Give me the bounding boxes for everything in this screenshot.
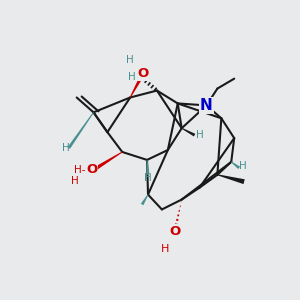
Text: H: H	[71, 176, 79, 186]
Text: H: H	[62, 143, 70, 153]
Text: O: O	[169, 225, 180, 238]
Text: H: H	[239, 161, 247, 171]
Text: H: H	[161, 244, 169, 254]
Text: H: H	[126, 55, 134, 65]
Text: O: O	[137, 67, 149, 80]
Polygon shape	[146, 160, 149, 175]
Polygon shape	[130, 73, 145, 98]
Polygon shape	[141, 194, 148, 205]
Polygon shape	[231, 161, 240, 169]
Polygon shape	[217, 174, 245, 184]
Text: O: O	[86, 163, 97, 176]
Polygon shape	[92, 152, 122, 172]
Text: N: N	[200, 98, 213, 113]
Polygon shape	[68, 112, 94, 149]
Text: H: H	[144, 173, 152, 183]
Text: H-: H-	[74, 165, 85, 175]
Text: H: H	[128, 72, 136, 82]
Polygon shape	[182, 128, 195, 136]
Text: H: H	[196, 130, 203, 140]
